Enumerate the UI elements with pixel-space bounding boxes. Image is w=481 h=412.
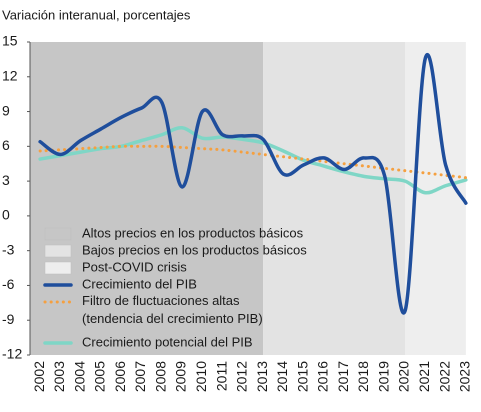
x-tick-label: 2020 <box>396 361 412 392</box>
x-tick-label: 2018 <box>355 361 371 392</box>
chart-title: Variación interanual, porcentajes <box>2 7 191 22</box>
legend-swatch <box>44 261 72 275</box>
x-tick-label: 2002 <box>31 361 47 392</box>
series-line <box>38 53 468 315</box>
legend-label-line: (tendencia del crecimiento PIB) <box>82 311 263 326</box>
x-tick-label: 2010 <box>193 361 209 392</box>
x-tick-label: 2007 <box>132 361 148 392</box>
x-tick-label: 2005 <box>92 361 108 392</box>
y-tick-label: -3 <box>2 241 15 257</box>
x-tick-label: 2006 <box>112 361 128 392</box>
y-tick-label: 3 <box>2 172 10 188</box>
y-tick-label: 15 <box>2 33 18 49</box>
y-tick-label: 6 <box>2 137 10 153</box>
x-tick-label: 2011 <box>213 361 229 391</box>
x-tick-label: 2004 <box>71 361 87 392</box>
legend-swatch <box>44 227 72 241</box>
x-tick-label: 2003 <box>51 361 67 392</box>
legend-swatch <box>44 244 72 258</box>
x-tick-label: 2013 <box>254 361 270 392</box>
y-tick-label: 12 <box>2 67 18 83</box>
x-tick-label: 2015 <box>294 361 310 392</box>
legend-label: Post-COVID crisis <box>82 259 187 274</box>
y-tick-label: 9 <box>2 102 10 118</box>
legend-label-line: Filtro de fluctuaciones altas <box>82 293 240 308</box>
y-tick-label: -12 <box>2 346 22 362</box>
y-tick-label: -6 <box>2 276 15 292</box>
y-tick-label: 0 <box>2 207 10 223</box>
legend-label: Crecimiento potencial del PIB <box>82 334 253 349</box>
region <box>263 42 406 355</box>
x-tick-label: 2016 <box>315 361 331 392</box>
legend-label: Filtro de fluctuaciones altas (tendencia … <box>82 293 263 326</box>
x-tick-label: 2017 <box>335 361 351 392</box>
series-line <box>38 126 468 195</box>
x-tick-label: 2021 <box>416 361 432 392</box>
x-tick-label: 2023 <box>457 361 473 392</box>
x-tick-label: 2022 <box>436 361 452 392</box>
y-tick-label: -9 <box>2 311 15 327</box>
legend-label: Crecimiento del PIB <box>82 276 197 291</box>
x-tick-label: 2008 <box>152 361 168 392</box>
legend-label: Altos precios en los productos básicos <box>82 225 304 240</box>
series-line <box>38 144 468 180</box>
x-tick-label: 2014 <box>274 361 290 392</box>
x-tick-label: 2019 <box>375 361 391 392</box>
x-tick-label: 2009 <box>173 361 189 392</box>
x-tick-label: 2012 <box>234 361 250 392</box>
legend-label: Bajos precios en los productos básicos <box>82 242 307 257</box>
